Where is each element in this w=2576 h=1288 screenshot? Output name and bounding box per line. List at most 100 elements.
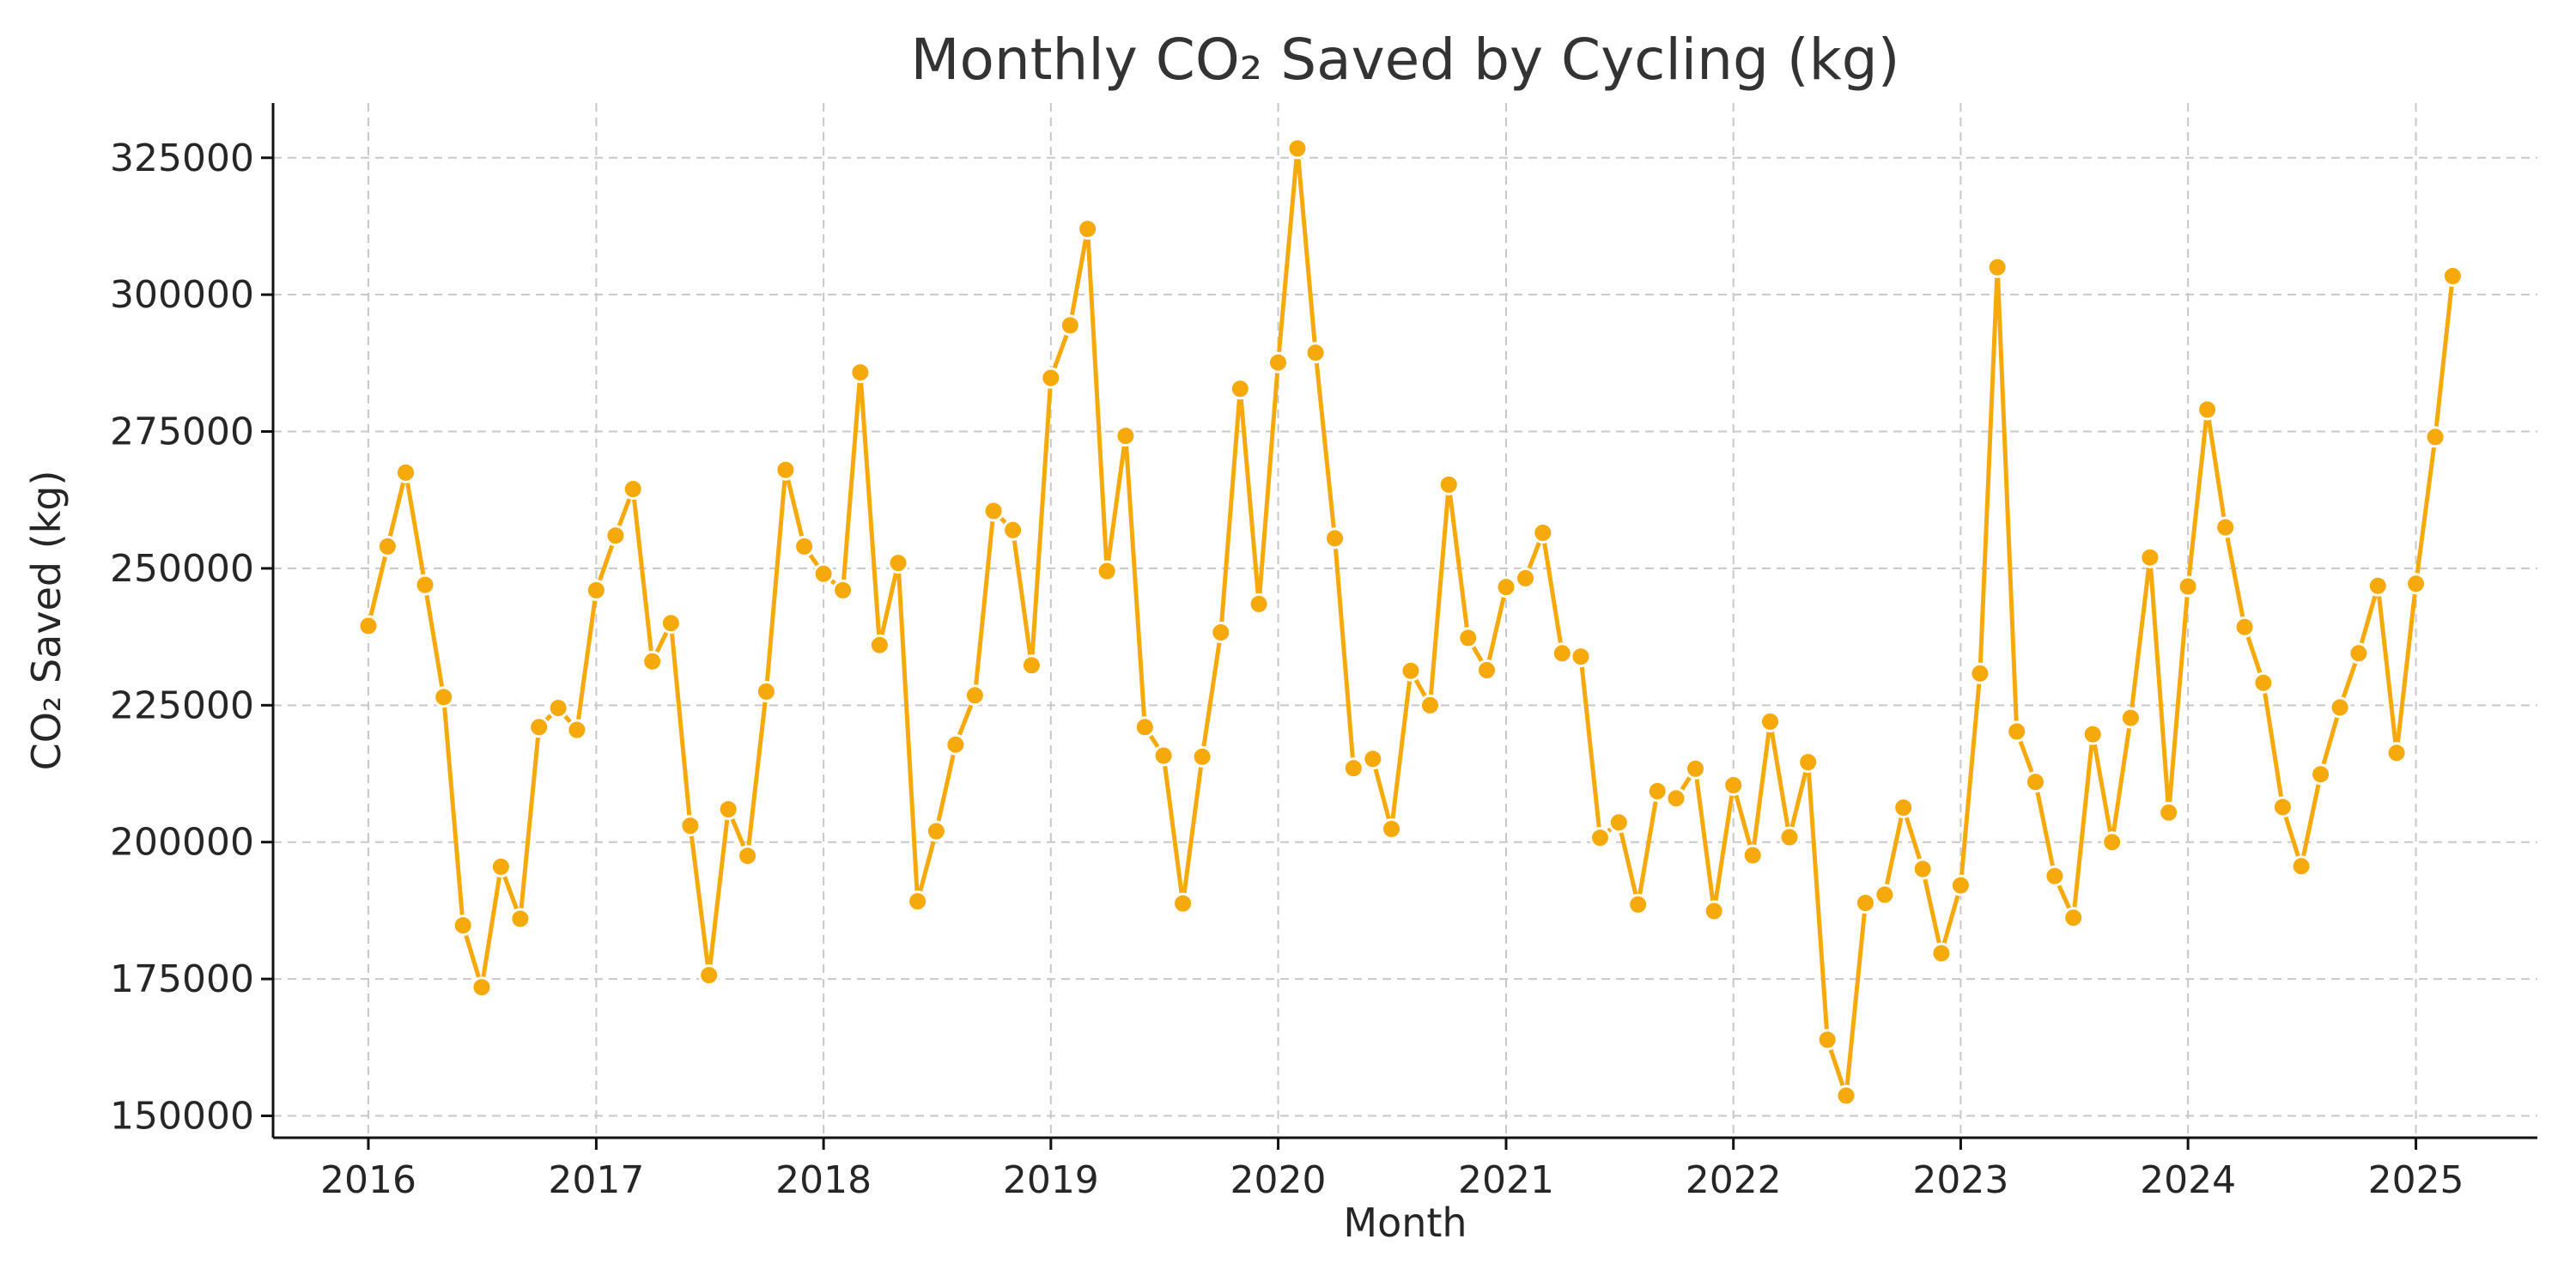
data-point: [659, 612, 682, 635]
x-tick-label: 2018: [775, 1158, 872, 1202]
y-tick-label: 175000: [110, 957, 254, 1001]
data-point: [679, 815, 702, 837]
data-point: [2215, 516, 2237, 538]
data-point: [357, 615, 380, 637]
axes: [271, 103, 2537, 1139]
data-point: [2424, 426, 2446, 448]
data-point: [1969, 662, 1991, 684]
data-point: [1855, 892, 1876, 914]
data-point: [2119, 707, 2142, 729]
data-point: [1532, 522, 1554, 544]
data-point: [1685, 757, 1706, 780]
data-point: [887, 552, 909, 574]
data-point: [1551, 642, 1573, 665]
data-point: [717, 799, 739, 820]
data-point: [1304, 342, 1327, 364]
data-point: [566, 719, 588, 741]
data-point: [2385, 742, 2408, 764]
ticks: 150000 175000 200000 225000 250000 275000 3000…: [110, 137, 2464, 1202]
y-tick-label: 250000: [110, 547, 254, 591]
data-point: [1437, 473, 1460, 495]
data-point: [982, 500, 1005, 522]
grid: [273, 103, 2537, 1138]
data-point: [1759, 710, 1781, 732]
data-point: [793, 535, 816, 557]
data-point: [755, 680, 777, 702]
data-point: [1020, 654, 1042, 677]
x-tick-label: 2025: [2368, 1158, 2464, 1202]
data-point: [1286, 137, 1309, 160]
x-tick-label: 2016: [320, 1158, 416, 1202]
data-point: [1874, 884, 1896, 906]
data-point: [1986, 256, 2008, 278]
data-point: [1077, 218, 1099, 240]
data-point: [528, 716, 550, 738]
data-point: [1381, 817, 1402, 840]
x-tick-label: 2023: [1912, 1158, 2008, 1202]
data-point: [1457, 627, 1479, 649]
x-tick-label: 2019: [1003, 1158, 1099, 1202]
data-point: [812, 562, 835, 585]
data-point: [1911, 858, 1934, 880]
data-point: [2310, 763, 2332, 786]
data-point: [2081, 723, 2104, 745]
data-point: [2405, 573, 2427, 595]
data-point: [1096, 560, 1118, 582]
data-point: [2366, 574, 2389, 597]
data-point: [2348, 642, 2370, 665]
data-point: [2271, 796, 2293, 818]
data-point: [2025, 771, 2046, 793]
data-point: [1400, 659, 1422, 682]
data-point: [849, 361, 872, 384]
data-point: [509, 908, 532, 930]
data-point: [1248, 592, 1270, 615]
data-point: [1722, 774, 1745, 796]
data-point: [641, 650, 664, 672]
x-axis-title: Month: [1343, 1200, 1467, 1246]
data-point: [547, 697, 569, 719]
data-point: [1646, 780, 1668, 802]
data-point: [1324, 527, 1346, 550]
data-point: [414, 574, 436, 596]
data-point: [2290, 855, 2312, 878]
data-point: [1627, 893, 1649, 915]
data-point: [1152, 744, 1175, 767]
data-point: [1778, 826, 1801, 848]
data-point: [2441, 265, 2464, 287]
x-tick-label: 2020: [1230, 1158, 1327, 1202]
data-point: [1342, 757, 1364, 780]
data-point: [2329, 696, 2351, 719]
data-point: [433, 686, 455, 708]
data-point: [1267, 351, 1289, 374]
y-tick-label: 275000: [110, 410, 254, 454]
y-tick-label: 150000: [110, 1094, 254, 1138]
data-point: [1570, 646, 1592, 668]
data-point: [2006, 720, 2028, 743]
data-point: [1133, 716, 1156, 738]
data-point: [585, 579, 607, 601]
data-point: [1797, 751, 1820, 774]
data-point: [868, 634, 890, 656]
data-point: [832, 579, 854, 601]
data-point: [2158, 801, 2180, 823]
series: [357, 137, 2464, 1107]
data-point: [2177, 575, 2199, 598]
data-point: [1515, 567, 1536, 589]
data-point: [1002, 519, 1024, 541]
y-tick-label: 325000: [110, 137, 254, 180]
data-point: [698, 964, 720, 987]
data-point: [775, 459, 797, 481]
data-point: [1210, 622, 1232, 643]
data-point: [2139, 546, 2161, 568]
data-point: [2101, 831, 2123, 854]
data-point: [2063, 907, 2085, 929]
data-point: [2044, 865, 2066, 887]
data-point: [1589, 827, 1611, 849]
data-point: [1949, 874, 1971, 896]
x-tick-label: 2017: [548, 1158, 644, 1202]
data-point: [471, 976, 493, 999]
data-point: [1419, 694, 1441, 716]
y-tick-label: 225000: [110, 683, 254, 727]
data-point: [1172, 892, 1194, 914]
data-point: [1362, 748, 1384, 770]
